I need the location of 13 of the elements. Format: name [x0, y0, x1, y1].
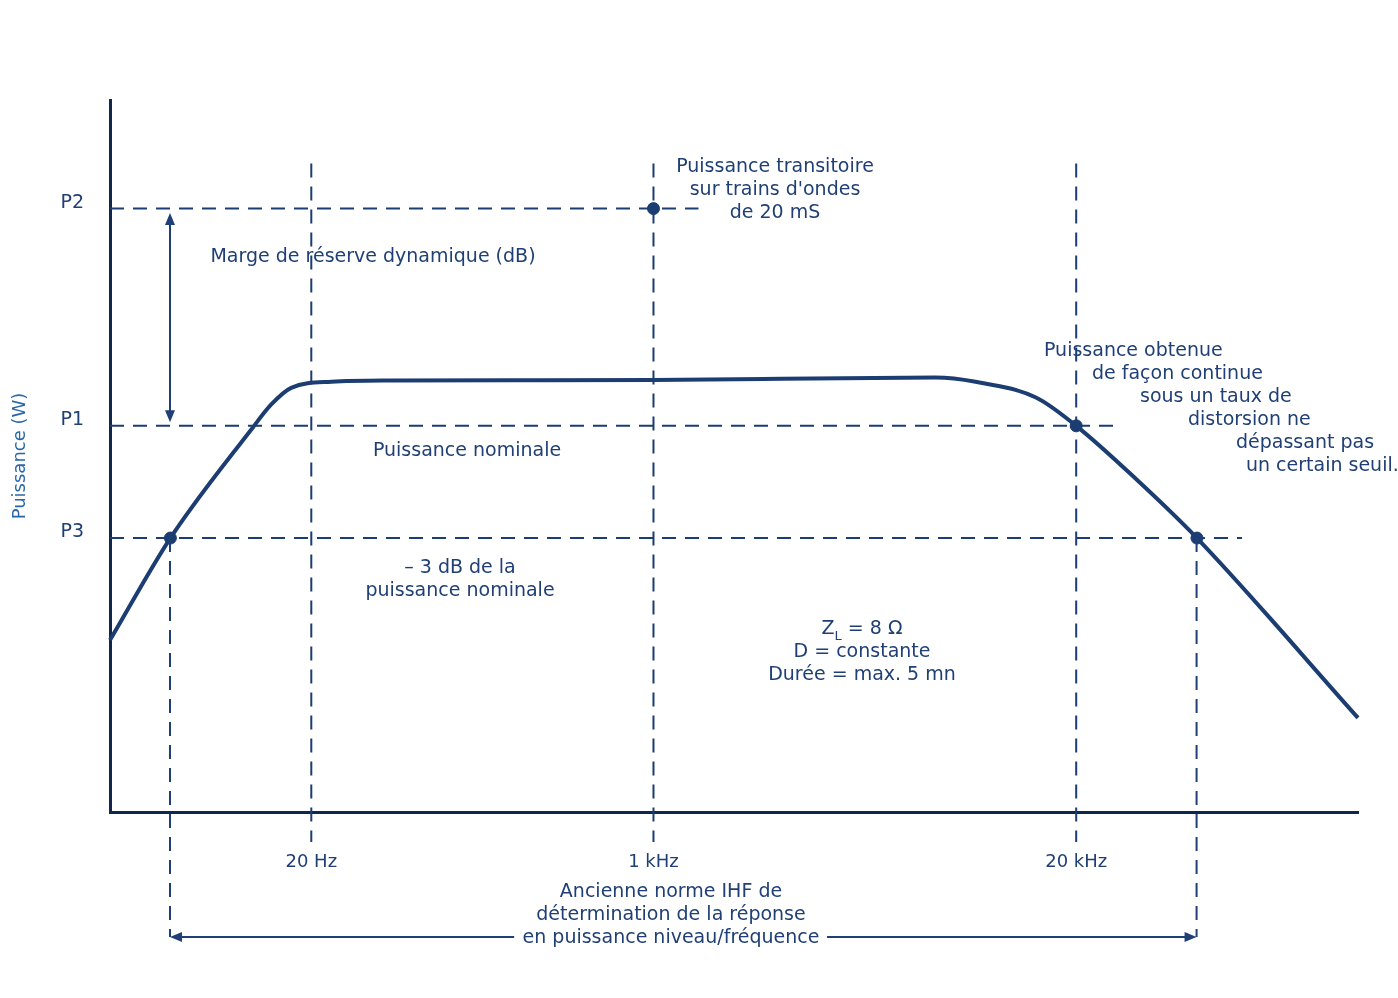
x-tick-label: 1 kHz: [628, 850, 679, 872]
x-tick-label: 20 kHz: [1045, 850, 1108, 872]
annotation: Puissance nominale: [372, 438, 562, 460]
ref-line-label: P2: [60, 189, 84, 212]
y-axis-title: Puissance (W): [8, 392, 30, 520]
annotation: Puissance transitoire sur trains d'ondes de 20 mS: [676, 154, 874, 222]
text: Ancienne norme IHF de détermination de la réponse en puissance niveau/fréquence: [522, 879, 820, 947]
annotation: – 3 dB de la puissance nominale: [365, 555, 555, 600]
x-tick-label: 20 Hz: [285, 850, 338, 872]
ref-line-label: P1: [60, 406, 84, 429]
ref-line-label: P3: [60, 519, 84, 541]
annotation: Puissance obtenue de façon continue sous un taux de distorsion ne dépassant pas un certain seuil.: [1044, 338, 1398, 475]
annotation: Marge de réserve dynamique (dB): [210, 244, 536, 266]
